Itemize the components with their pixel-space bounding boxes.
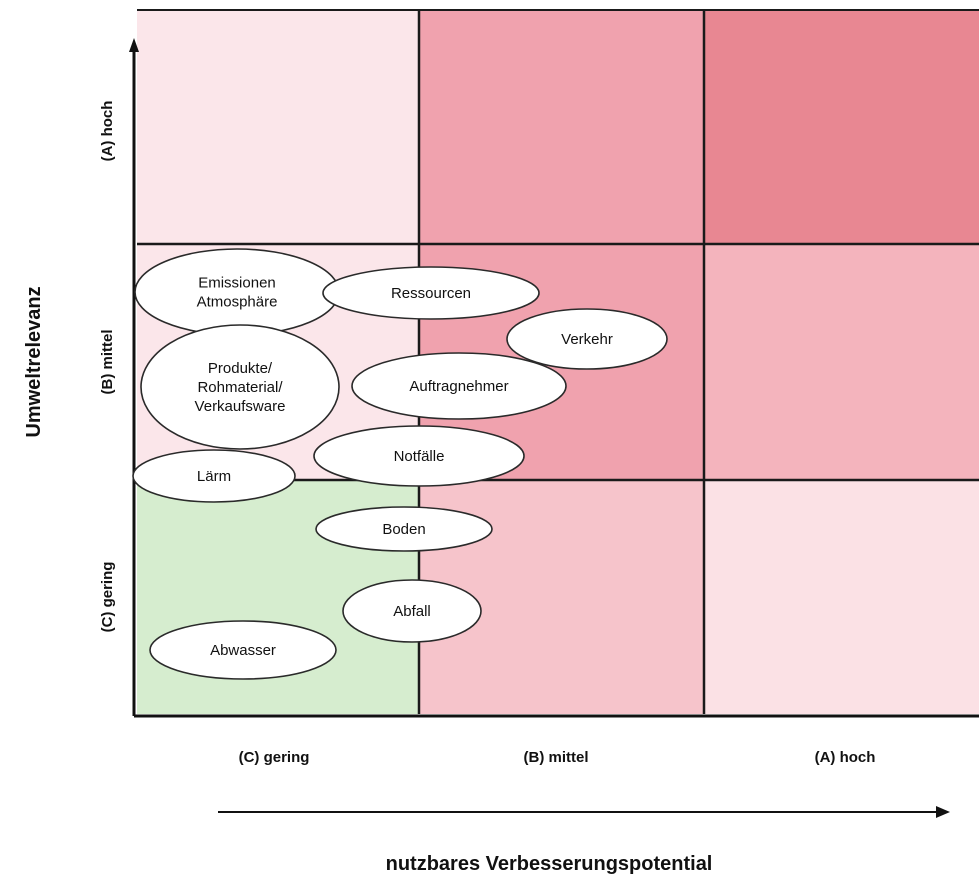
x-arrow-head-icon	[936, 806, 950, 818]
bubble-notfälle-shape	[313, 425, 525, 487]
bubble-abfall-shape	[342, 579, 482, 643]
bubble-emissionen-atmosphäre-shape	[134, 248, 340, 336]
bubble-abfall-label: Abfall	[393, 603, 431, 620]
bubble-emissionen-atmosphäre: Emissionen Atmosphäre	[134, 248, 340, 336]
bubble-boden-shape	[315, 506, 493, 552]
y-axis-title: Umweltrelevanz	[23, 286, 45, 437]
bubble-lärm-shape	[132, 449, 296, 503]
bubble-lärm-label: Lärm	[197, 468, 231, 485]
bubble-abwasser-shape	[149, 620, 337, 680]
matrix-cell-b-mittel-a-hoch	[419, 10, 704, 244]
bubble-boden-label: Boden	[382, 521, 425, 538]
bubble-boden: Boden	[315, 506, 493, 552]
bubble-ressourcen-shape	[322, 266, 540, 320]
bubble-abwasser: Abwasser	[149, 620, 337, 680]
bubble-abfall: Abfall	[342, 579, 482, 643]
bubble-produkte-rohmaterial-verkaufsware: Produkte/Rohmaterial/Verkaufsware	[140, 324, 340, 450]
matrix-cell-a-hoch-c-gering	[704, 480, 979, 714]
bubble-abwasser-label: Abwasser	[210, 642, 276, 659]
y-tick-label-gering: (C) gering	[99, 562, 116, 633]
bubble-verkehr-label: Verkehr	[561, 331, 613, 348]
axes	[129, 38, 979, 818]
x-tick-label-mittel: (B) mittel	[524, 749, 589, 766]
y-tick-label-mittel: (B) mittel	[99, 330, 116, 395]
bubble-lärm: Lärm	[132, 449, 296, 503]
bubble-emissionen-atmosphäre-label: Atmosphäre	[197, 294, 278, 311]
x-tick-label-gering: (C) gering	[239, 749, 310, 766]
bubble-verkehr-shape	[506, 308, 668, 370]
bubble-notfälle: Notfälle	[313, 425, 525, 487]
bubble-notfälle-label: Notfälle	[394, 448, 445, 465]
bubble-emissionen-atmosphäre-label: Emissionen	[198, 275, 276, 292]
bubble-auftragnehmer-shape	[351, 352, 567, 420]
y-axis-arrow-icon	[129, 38, 139, 52]
matrix-cell-c-gering-a-hoch	[137, 10, 419, 244]
matrix-cell-a-hoch-a-hoch	[704, 10, 979, 244]
bubble-ressourcen-label: Ressourcen	[391, 285, 471, 302]
bubble-produkte-rohmaterial-verkaufsware-label: Produkte/	[208, 360, 273, 377]
aspect-bubbles: Emissionen Atmosphäre Ressourcen Verkehr Pro…	[132, 248, 668, 680]
x-axis-title: nutzbares Verbesserungspotential	[386, 853, 713, 875]
matrix-cell-a-hoch-b-mittel	[704, 244, 979, 480]
bubble-auftragnehmer: Auftragnehmer	[351, 352, 567, 420]
bubble-ressourcen: Ressourcen	[322, 266, 540, 320]
bubble-produkte-rohmaterial-verkaufsware-label: Verkaufsware	[195, 398, 286, 415]
axis-labels: nutzbares Verbesserungspotential Umweltr…	[23, 101, 875, 875]
y-tick-label-hoch: (A) hoch	[99, 101, 116, 162]
x-tick-label-hoch: (A) hoch	[815, 749, 876, 766]
bubble-auftragnehmer-label: Auftragnehmer	[409, 378, 508, 395]
bubble-verkehr: Verkehr	[506, 308, 668, 370]
bubble-produkte-rohmaterial-verkaufsware-label: Rohmaterial/	[197, 379, 283, 396]
bubble-produkte-rohmaterial-verkaufsware-shape	[140, 324, 340, 450]
